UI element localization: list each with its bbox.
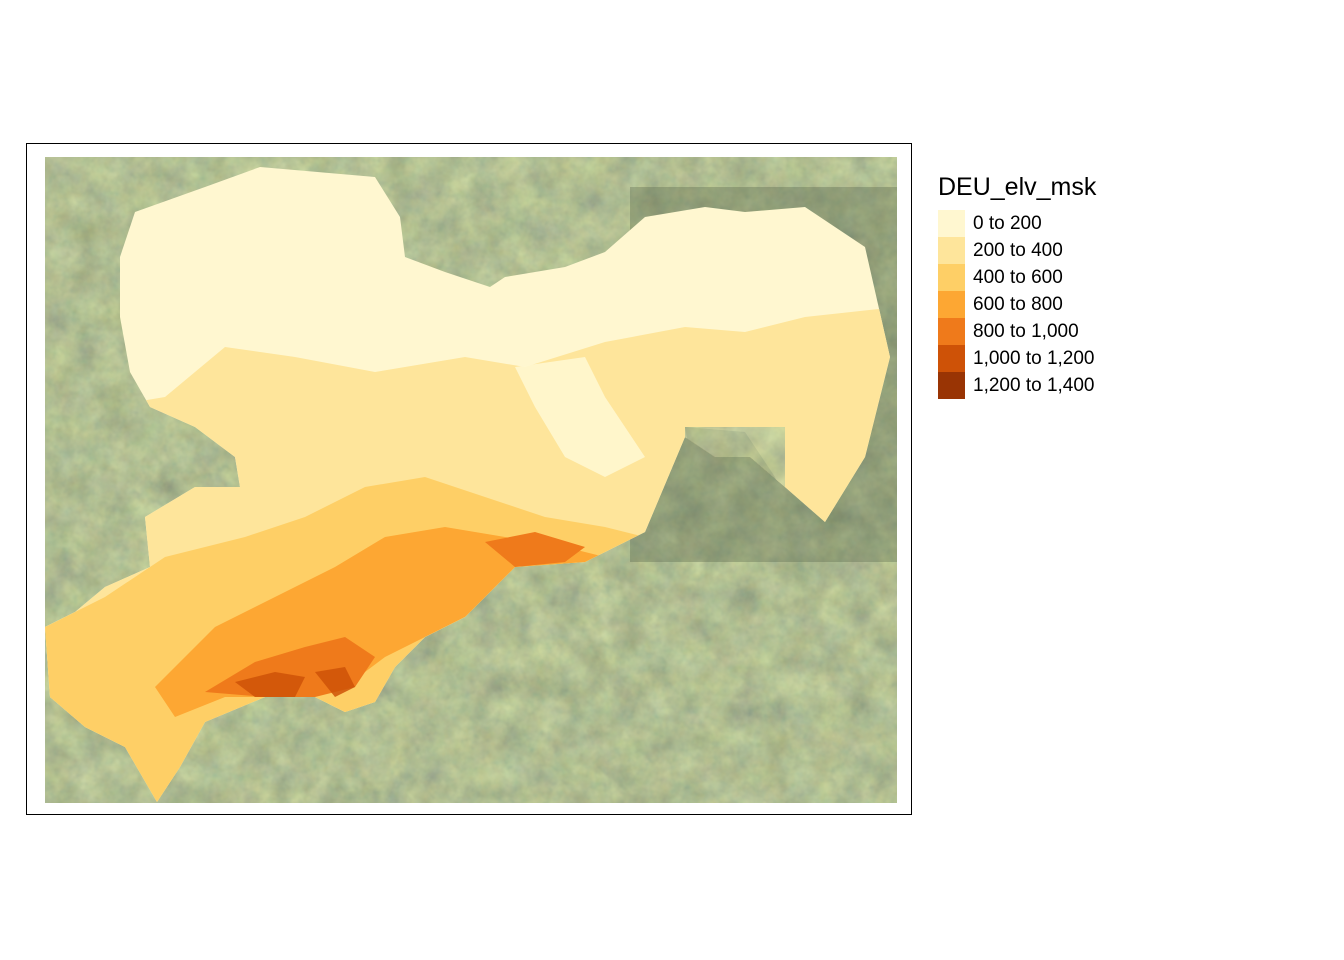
legend-item: 0 to 200 [938,210,1096,237]
legend-label: 600 to 800 [973,293,1063,315]
legend-item: 1,000 to 1,200 [938,345,1096,372]
legend-swatch [938,345,965,372]
legend-swatch [938,291,965,318]
elevation-map[interactable] [45,157,897,803]
legend-label: 400 to 600 [973,266,1063,288]
legend-label: 200 to 400 [973,239,1063,261]
legend-item: 200 to 400 [938,237,1096,264]
legend-title: DEU_elv_msk [938,173,1097,201]
legend-label: 0 to 200 [973,212,1042,234]
legend-item: 600 to 800 [938,291,1096,318]
legend-item: 1,200 to 1,400 [938,372,1096,399]
legend-label: 1,000 to 1,200 [973,347,1095,369]
legend-item: 400 to 600 [938,264,1096,291]
legend-swatch [938,318,965,345]
legend-label: 800 to 1,000 [973,320,1079,342]
legend-label: 1,200 to 1,400 [973,374,1095,396]
legend-swatch [938,210,965,237]
legend-items: 0 to 200 200 to 400 400 to 600 600 to 800 80… [938,210,1096,399]
legend-item: 800 to 1,000 [938,318,1096,345]
legend-swatch [938,264,965,291]
legend: DEU_elv_msk 0 to 200 200 to 400 400 to 600… [938,172,1096,399]
legend-swatch [938,372,965,399]
legend-swatch [938,237,965,264]
